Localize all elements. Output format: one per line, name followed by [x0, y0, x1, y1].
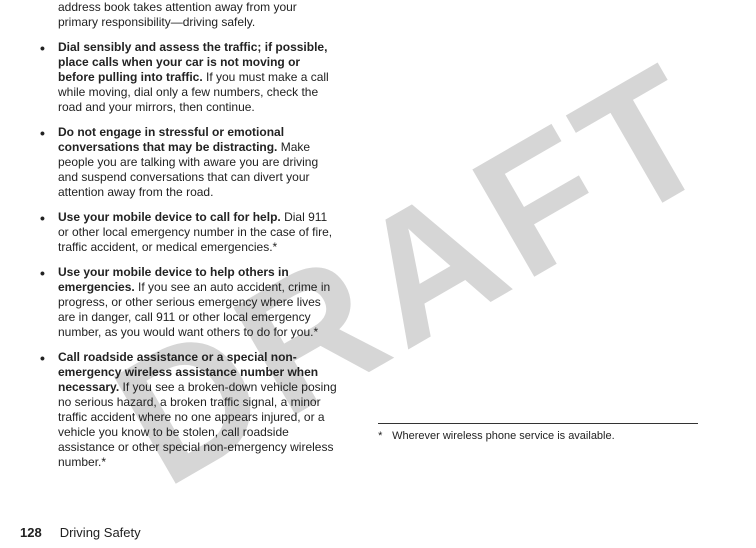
footnote-star: * — [378, 430, 392, 442]
page-container: address book takes attention away from y… — [0, 0, 756, 548]
page-footer: 128 Driving Safety — [20, 525, 141, 540]
footnote-block: *Wherever wireless phone service is avai… — [378, 423, 698, 442]
list-item: Dial sensibly and assess the traffic; if… — [40, 40, 338, 115]
two-column-layout: address book takes attention away from y… — [40, 0, 716, 480]
right-column: *Wherever wireless phone service is avai… — [378, 0, 716, 480]
page-number: 128 — [20, 525, 42, 540]
bullet-bold: Use your mobile device to call for help. — [58, 210, 281, 224]
footnote-text: Wherever wireless phone service is avail… — [392, 430, 615, 442]
section-title: Driving Safety — [60, 525, 141, 540]
list-item: Call roadside assistance or a special no… — [40, 350, 338, 470]
list-item: Do not engage in stressful or emotional … — [40, 125, 338, 200]
intro-continuation: address book takes attention away from y… — [40, 0, 338, 30]
list-item: Use your mobile device to help others in… — [40, 265, 338, 340]
bullet-bold: Do not engage in stressful or emotional … — [58, 125, 284, 154]
left-column: address book takes attention away from y… — [40, 0, 338, 480]
safety-bullet-list: Dial sensibly and assess the traffic; if… — [40, 40, 338, 470]
list-item: Use your mobile device to call for help.… — [40, 210, 338, 255]
